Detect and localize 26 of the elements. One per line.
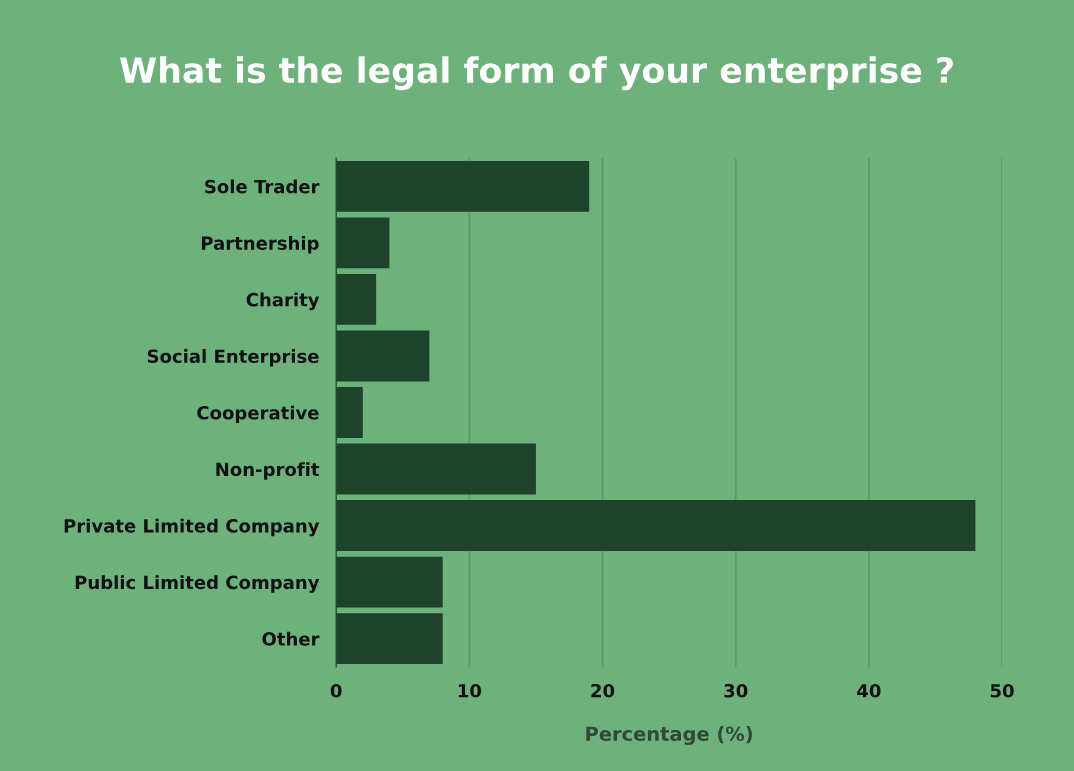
y-tick-label: Cooperative (197, 405, 319, 424)
bar (336, 273, 377, 325)
y-tick-label: Social Enterprise (147, 349, 319, 367)
x-tick-label: 20 (591, 683, 615, 698)
y-tick-label: Public Limited Company (75, 575, 320, 593)
bar (336, 500, 976, 552)
y-tick-label: Charity (246, 292, 320, 311)
y-tick-label: Sole Trader (205, 179, 320, 194)
bar (336, 330, 430, 382)
bar (336, 443, 536, 495)
y-tick-label: Non-profit (216, 462, 320, 480)
x-tick-label: 50 (990, 683, 1014, 698)
x-tick-label: 10 (458, 683, 482, 698)
bar (336, 217, 390, 269)
chart-title: What is the legal form of your enterprise ? (119, 56, 953, 91)
y-tick-label: Other (262, 631, 320, 646)
x-axis-title: Percentage (%) (586, 726, 752, 746)
bar (336, 387, 363, 438)
y-tick-label: Private Limited Company (64, 518, 320, 537)
y-tick-label: Partnership (201, 236, 319, 254)
x-tick-label: 30 (724, 683, 748, 698)
x-tick-label: 0 (330, 683, 342, 698)
x-tick-label: 40 (857, 683, 881, 698)
bar (336, 160, 590, 212)
bar (336, 613, 443, 665)
bar (336, 556, 443, 608)
